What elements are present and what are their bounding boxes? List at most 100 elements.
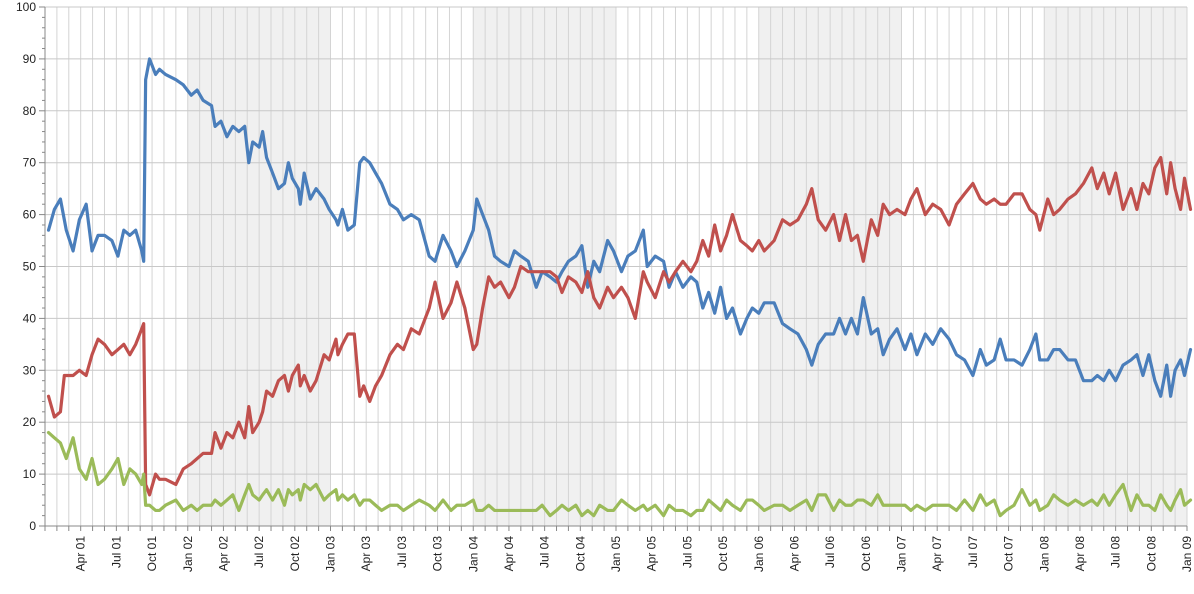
- data-point: [1102, 379, 1105, 382]
- data-point: [896, 504, 898, 507]
- data-point: [888, 504, 891, 507]
- data-point: [1029, 504, 1031, 507]
- data-point: [757, 312, 760, 315]
- data-point: [1013, 359, 1015, 361]
- data-point: [214, 125, 216, 128]
- data-point: [856, 333, 859, 335]
- data-point: [719, 250, 722, 252]
- data-point: [78, 218, 81, 221]
- data-point: [888, 213, 891, 216]
- x-tick-label: Oct 02: [288, 536, 302, 572]
- data-point: [303, 172, 305, 174]
- data-point: [1189, 208, 1192, 211]
- data-point: [725, 234, 728, 237]
- data-point: [850, 239, 853, 242]
- data-point: [144, 504, 147, 507]
- data-point: [277, 379, 280, 382]
- data-point: [527, 260, 530, 263]
- data-point: [1179, 208, 1182, 211]
- data-point: [1189, 499, 1192, 501]
- data-point: [731, 307, 734, 309]
- data-point: [283, 374, 286, 377]
- y-tick-label: 0: [29, 519, 36, 533]
- data-point: [725, 499, 728, 501]
- data-point: [910, 198, 912, 200]
- data-point: [337, 224, 339, 226]
- data-point: [690, 514, 692, 517]
- data-point: [243, 436, 246, 439]
- data-point: [442, 499, 444, 501]
- data-point: [939, 504, 942, 507]
- data-point: [824, 333, 827, 335]
- data-point: [1058, 348, 1061, 351]
- data-point: [1005, 203, 1007, 206]
- data-point: [341, 494, 344, 496]
- data-point: [123, 483, 125, 486]
- data-point: [164, 504, 167, 507]
- data-point: [374, 172, 377, 174]
- data-point: [725, 317, 728, 320]
- x-tick-label: Jan 06: [752, 536, 766, 572]
- data-point: [287, 488, 290, 491]
- data-point: [707, 499, 710, 501]
- data-point: [1035, 499, 1037, 501]
- data-point: [140, 250, 143, 252]
- data-point: [442, 317, 444, 320]
- data-point: [646, 509, 649, 512]
- data-point: [182, 84, 185, 86]
- data-point: [662, 260, 665, 263]
- data-point: [999, 514, 1001, 517]
- data-point: [985, 203, 988, 206]
- data-point: [1114, 494, 1117, 496]
- data-point: [335, 338, 337, 340]
- data-point: [1174, 499, 1176, 501]
- data-point: [299, 385, 302, 387]
- data-point: [561, 504, 563, 507]
- data-point: [535, 270, 538, 273]
- x-tick-label: Oct 03: [431, 536, 445, 572]
- data-point: [1169, 161, 1172, 164]
- data-point: [993, 198, 995, 200]
- data-point: [309, 198, 312, 200]
- data-point: [581, 244, 583, 247]
- data-point: [993, 359, 995, 361]
- data-point: [963, 359, 966, 361]
- axes: [39, 6, 1188, 531]
- data-point: [972, 182, 974, 185]
- data-point: [396, 343, 399, 346]
- data-point: [63, 374, 66, 377]
- data-point: [924, 333, 927, 335]
- data-point: [535, 509, 538, 512]
- data-point: [1136, 494, 1138, 496]
- data-point: [751, 250, 754, 252]
- data-point: [287, 390, 290, 392]
- x-tick-label: Apr 03: [359, 536, 373, 572]
- data-point: [1159, 395, 1162, 398]
- data-point: [701, 239, 704, 242]
- data-point: [789, 327, 791, 330]
- data-point: [1005, 509, 1007, 512]
- data-point: [158, 509, 161, 512]
- data-point: [368, 499, 371, 501]
- data-point: [646, 265, 649, 268]
- data-point: [182, 468, 185, 470]
- data-point: [175, 483, 177, 486]
- data-point: [719, 286, 722, 289]
- data-point: [1169, 509, 1172, 512]
- data-point: [247, 161, 250, 164]
- data-point: [586, 286, 589, 289]
- data-point: [561, 291, 563, 294]
- data-point: [701, 509, 704, 512]
- x-tick-label: Oct 06: [859, 536, 873, 572]
- data-point: [238, 509, 240, 512]
- x-tick-label: Jul 02: [252, 536, 266, 568]
- data-point: [347, 229, 349, 231]
- data-point: [1130, 187, 1132, 190]
- data-point: [555, 276, 558, 278]
- data-point: [634, 250, 637, 252]
- data-point: [1179, 359, 1182, 361]
- data-point: [979, 348, 982, 351]
- data-point: [328, 208, 330, 211]
- data-point: [924, 213, 927, 216]
- data-point: [1029, 208, 1031, 211]
